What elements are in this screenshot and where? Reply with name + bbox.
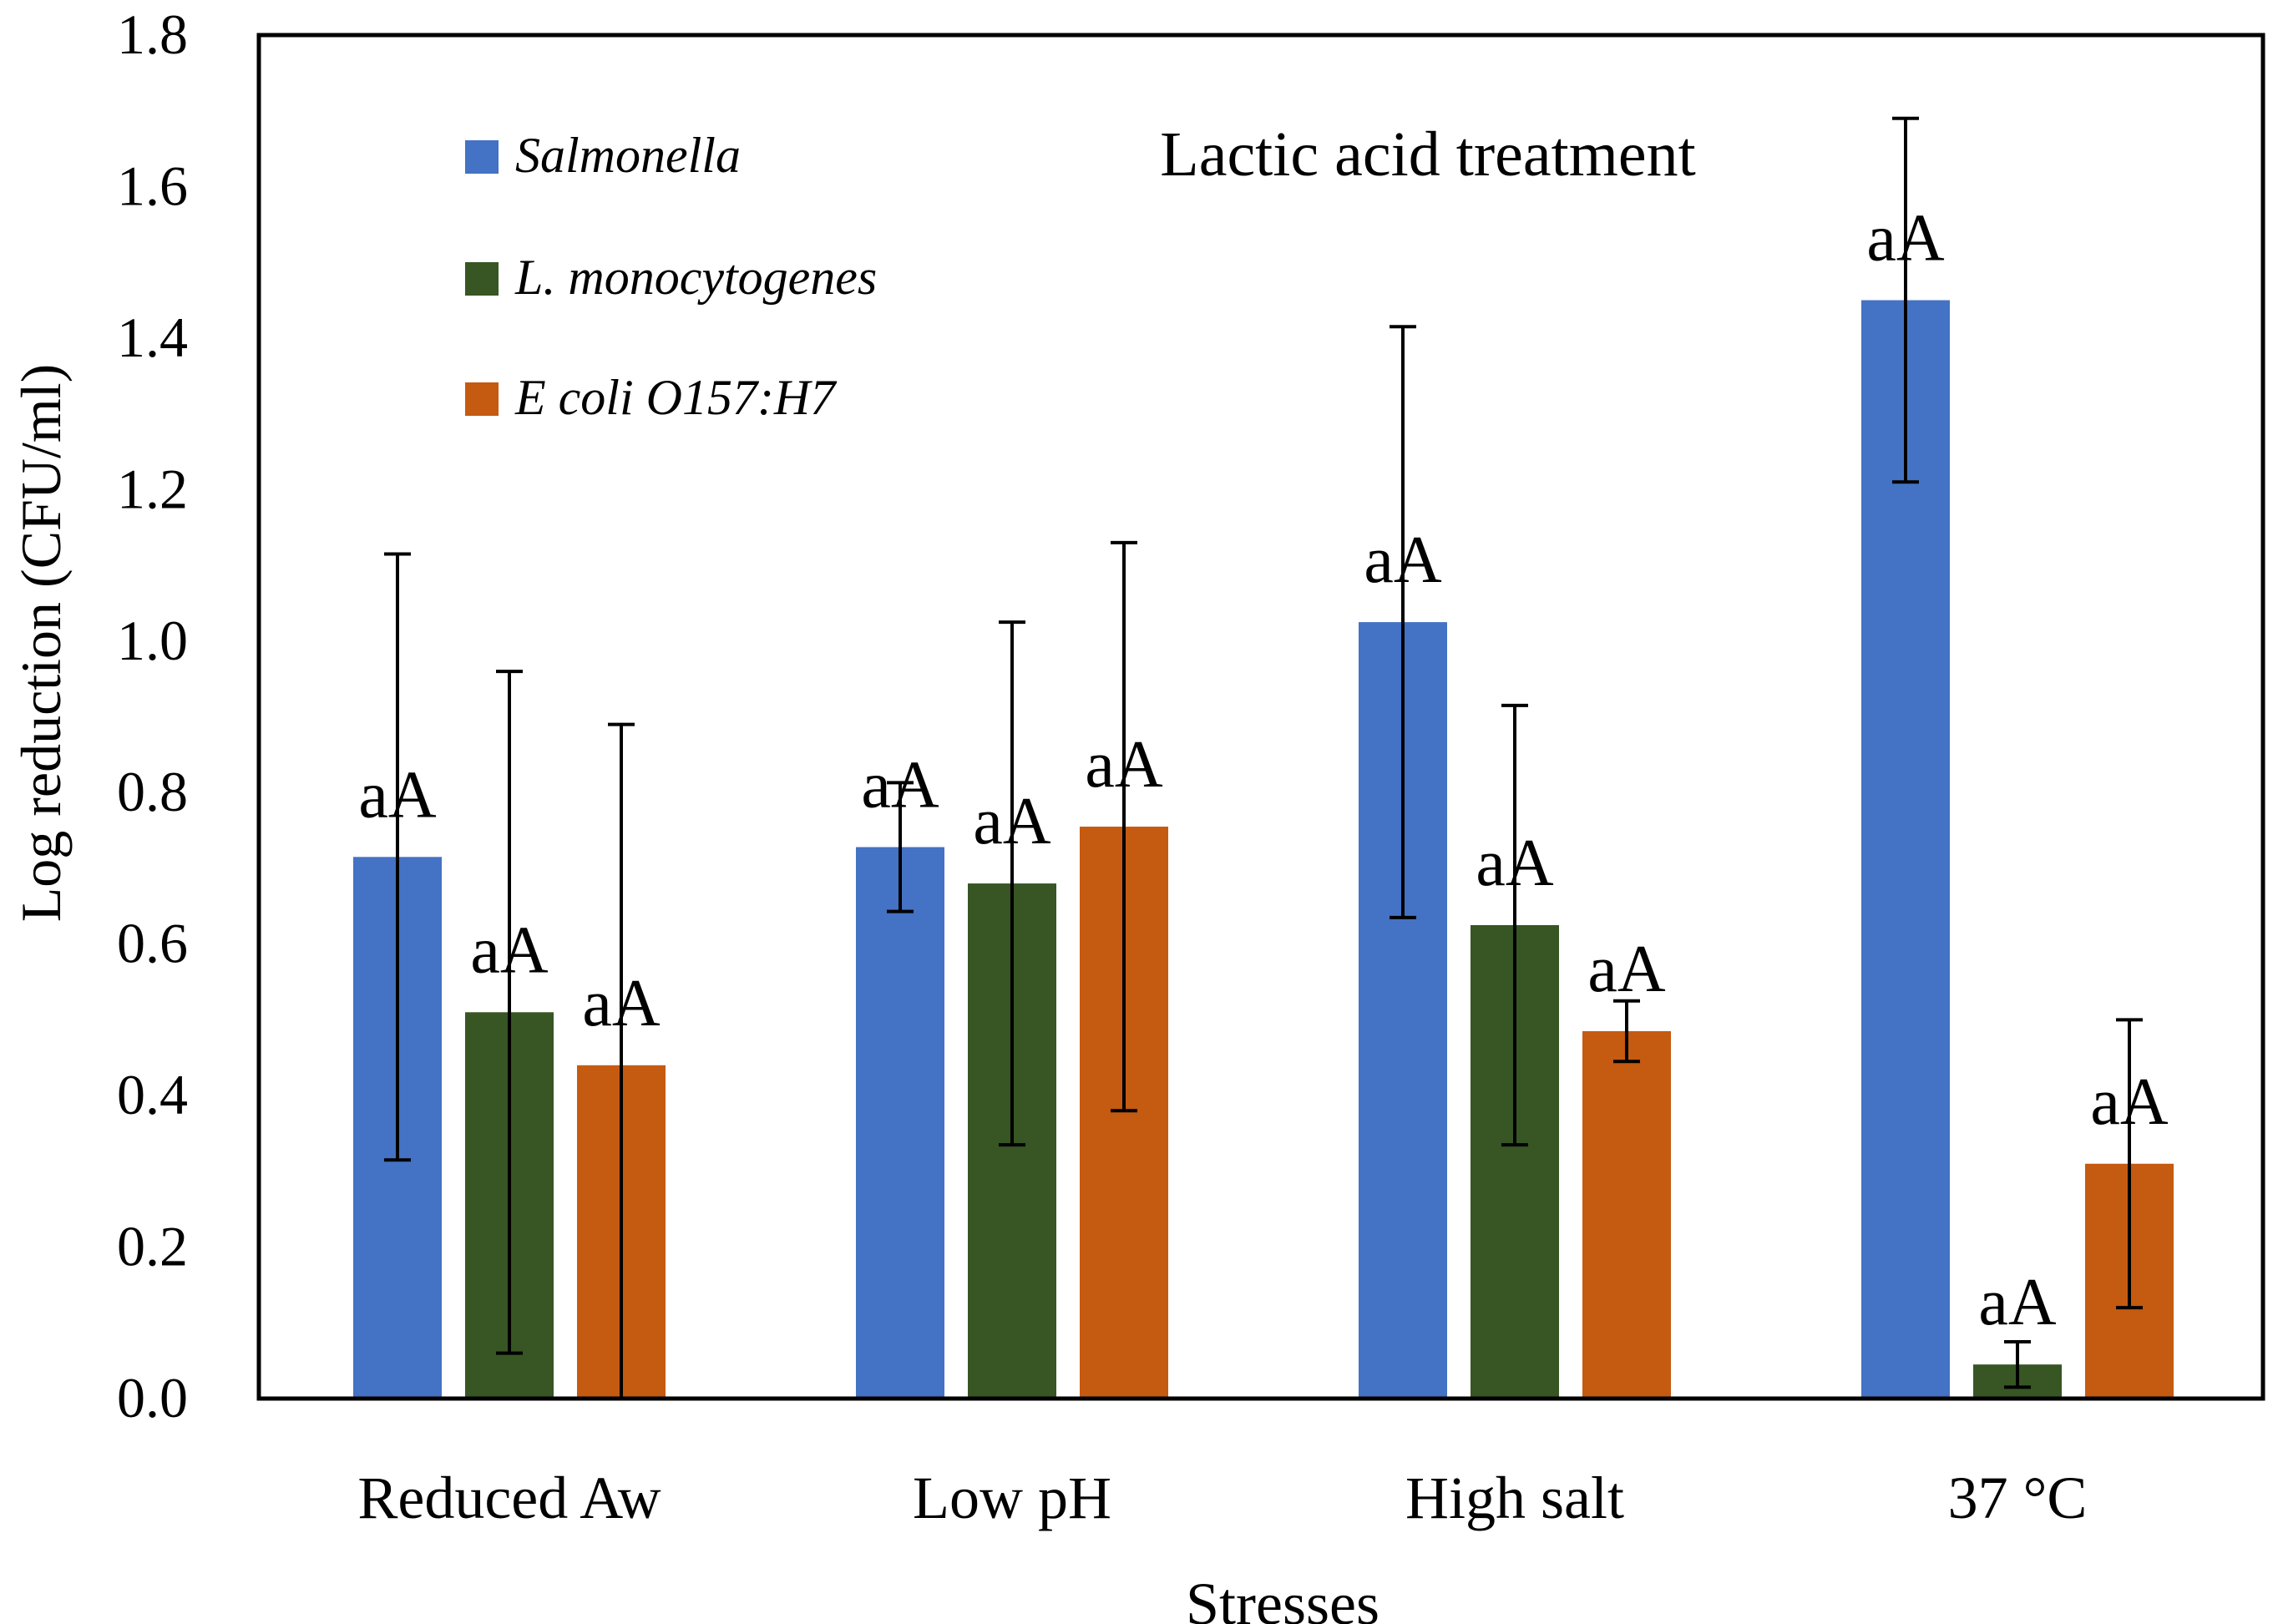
bar-data-label: aA (1085, 728, 1163, 802)
bar-data-label: aA (1476, 827, 1554, 900)
x-tick-label: Low pH (913, 1465, 1111, 1531)
x-axis-tick-labels: Reduced Aw Low pH High salt 37 °C (357, 1465, 2087, 1531)
x-tick-label: 37 °C (1948, 1465, 2088, 1531)
legend-label: Salmonella (515, 128, 741, 183)
bar (856, 847, 944, 1399)
legend-swatch (465, 382, 499, 416)
legend-swatch (465, 140, 499, 174)
x-axis-label: Stresses (1186, 1571, 1379, 1624)
bar (1582, 1030, 1671, 1399)
bar-data-label: aA (2090, 1065, 2169, 1139)
y-tick-label: 0.4 (117, 1063, 188, 1126)
y-tick-label: 0.0 (117, 1366, 188, 1429)
y-axis-tick-labels: 0.0 0.2 0.4 0.6 0.8 1.0 1.2 1.4 1.6 1.8 (117, 3, 188, 1429)
y-tick-label: 0.2 (117, 1215, 188, 1278)
bar-data-labels: aA aA aA aA aA aA aA aA aA aA aA aA (358, 202, 2169, 1340)
y-tick-label: 1.2 (117, 457, 188, 520)
x-tick-label: Reduced Aw (357, 1465, 661, 1531)
legend: Salmonella L. monocytogenes E coli O157:H7 (465, 128, 877, 425)
y-tick-label: 1.8 (117, 3, 188, 66)
y-tick-label: 0.8 (117, 760, 188, 823)
legend-label: E coli O157:H7 (514, 370, 838, 425)
bar-data-label: aA (582, 967, 661, 1040)
bar-data-label: aA (1978, 1266, 2057, 1339)
bar-data-label: aA (861, 749, 939, 822)
bar-data-label: aA (470, 913, 549, 987)
bar-data-label: aA (1866, 202, 1945, 276)
bar-data-label: aA (973, 785, 1051, 858)
bar-data-label: aA (358, 758, 437, 832)
error-bars (384, 116, 2143, 1399)
bar-data-label: aA (1364, 524, 1442, 597)
legend-label: L. monocytogenes (514, 250, 877, 305)
y-tick-label: 0.6 (117, 912, 188, 975)
chart-title: Lactic acid treatment (1160, 119, 1695, 190)
y-axis-label: Log reduction (CFU/ml) (9, 364, 73, 923)
legend-swatch (465, 262, 499, 296)
x-tick-label: High salt (1405, 1465, 1624, 1531)
y-tick-label: 1.4 (117, 306, 188, 369)
y-tick-label: 1.6 (117, 154, 188, 217)
plot-frame (256, 33, 2265, 1401)
bar-data-label: aA (1587, 933, 1666, 1006)
y-tick-label: 1.0 (117, 609, 188, 672)
